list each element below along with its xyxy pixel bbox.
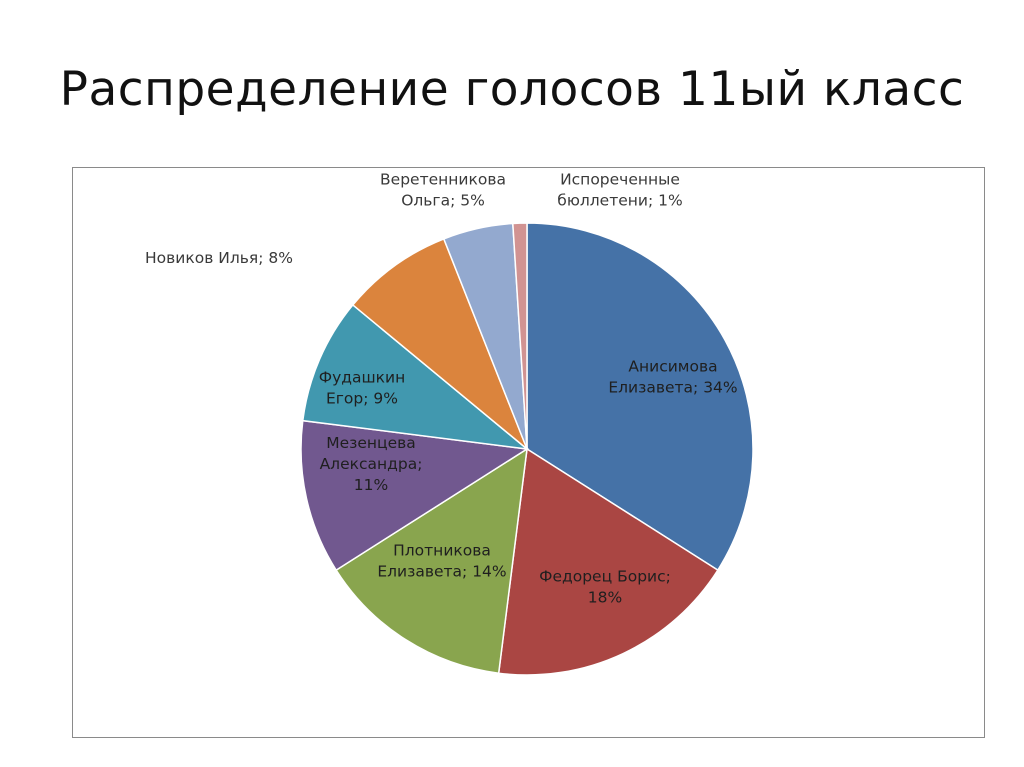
- slice-label-line: Ольга; 5%: [401, 192, 485, 210]
- slice-label-line: Мезенцева: [326, 434, 416, 452]
- slice-label-line: Елизавета; 14%: [377, 563, 506, 581]
- slice-label: Веретенникова Ольга; 5%: [380, 171, 506, 210]
- slice-label-line: Плотникова: [393, 542, 491, 560]
- slice-label-line: Егор; 9%: [326, 390, 398, 408]
- pie-slices: [300, 222, 754, 676]
- slice-label-line: бюллетени; 1%: [557, 192, 682, 210]
- pie-slice: [497, 447, 719, 676]
- slice-label-line: 11%: [354, 476, 388, 494]
- pie-labels: Анисимова Елизавета; 34% Федорец Борис; 18%…: [145, 171, 738, 607]
- slice-label-line: Елизавета; 34%: [608, 379, 737, 397]
- slice-label-line: Федорец Борис;: [539, 568, 671, 586]
- pie-slice: [300, 419, 530, 572]
- slice-label: Новиков Илья; 8%: [145, 249, 293, 267]
- slice-label-line: Веретенникова: [380, 171, 506, 189]
- slice-label: Испореченные бюллетени; 1%: [557, 171, 682, 210]
- slice-label: Плотникова Елизавета; 14%: [377, 542, 506, 581]
- pie-slice: [512, 222, 528, 450]
- slice-label-line: Александра;: [320, 455, 423, 473]
- pie-slice: [351, 237, 528, 450]
- slice-label: Фудашкин Егор; 9%: [319, 369, 405, 408]
- pie-chart: Анисимова Елизавета; 34% Федорец Борис; 18%…: [145, 171, 754, 676]
- chart-frame: Анисимова Елизавета; 34% Федорец Борис; 18%…: [72, 167, 985, 738]
- slice-label-line: Фудашкин: [319, 369, 405, 387]
- slice-label: Федорец Борис; 18%: [539, 568, 671, 607]
- slice-label-line: Новиков Илья; 8%: [145, 249, 293, 267]
- pie-slice: [526, 222, 754, 572]
- slice-label-line: Анисимова: [628, 358, 717, 376]
- slice-label-line: Испореченные: [560, 171, 680, 189]
- slice-label: Анисимова Елизавета; 34%: [608, 358, 737, 397]
- slice-label: Мезенцева Александра; 11%: [320, 434, 423, 494]
- slide-title: Распределение голосов 11ый класс: [59, 62, 965, 117]
- pie-slice: [335, 447, 528, 675]
- slice-label-line: 18%: [588, 589, 622, 607]
- pie-slice: [301, 303, 530, 451]
